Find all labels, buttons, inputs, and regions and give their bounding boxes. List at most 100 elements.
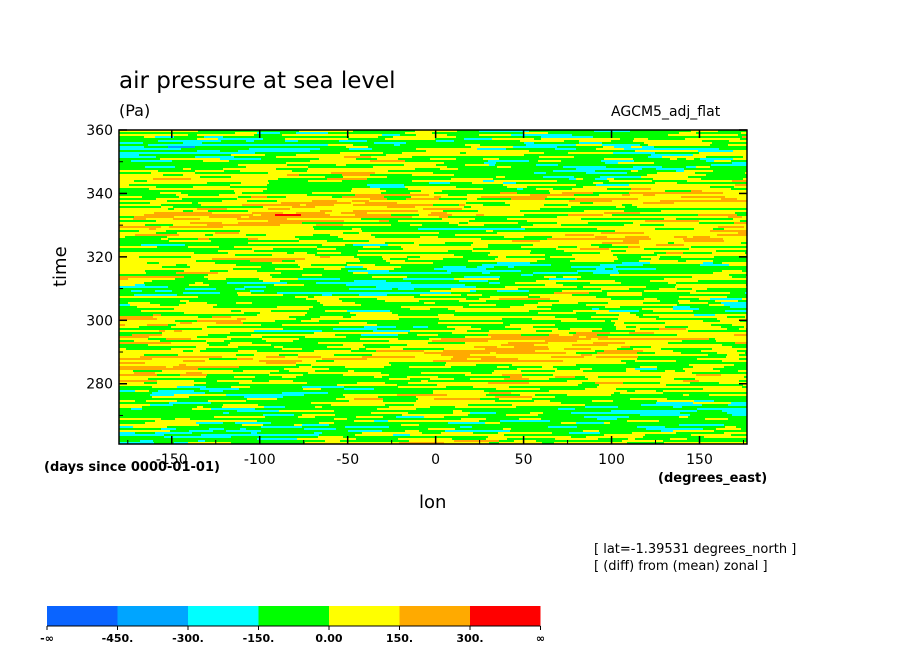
field-cell — [262, 352, 291, 354]
field-cell — [591, 316, 615, 318]
field-cell — [402, 308, 410, 310]
field-cell — [343, 344, 363, 346]
field-cell — [182, 330, 223, 332]
field-cell — [399, 366, 409, 368]
field-cell — [431, 160, 458, 162]
field-cell — [398, 338, 429, 340]
field-cell — [370, 174, 412, 176]
field-cell — [192, 202, 198, 204]
field-cell — [361, 378, 389, 380]
field-cell — [402, 320, 417, 322]
field-cell — [212, 426, 218, 428]
field-cell — [438, 178, 451, 180]
field-cell — [256, 388, 287, 390]
field-cell — [451, 288, 488, 290]
field-cell — [362, 230, 393, 232]
field-cell — [725, 426, 736, 428]
field-cell — [328, 340, 344, 342]
field-cell — [584, 332, 610, 334]
field-cell — [223, 330, 244, 332]
field-cell — [174, 208, 197, 210]
field-cell — [203, 166, 246, 168]
field-cell — [119, 404, 150, 406]
field-cell — [119, 402, 135, 404]
field-cell — [448, 196, 469, 198]
field-cell — [534, 400, 550, 402]
field-cell — [583, 314, 619, 316]
field-cell — [466, 152, 491, 154]
field-cell — [389, 374, 425, 376]
field-cell — [202, 142, 212, 144]
field-cell — [637, 206, 644, 208]
field-cell — [682, 406, 710, 408]
field-cell — [308, 146, 346, 148]
field-cell — [249, 306, 277, 308]
field-cell — [337, 396, 345, 398]
field-cell — [332, 294, 359, 296]
field-cell — [615, 316, 639, 318]
field-cell — [231, 434, 261, 436]
field-cell — [661, 210, 706, 212]
field-cell — [420, 256, 463, 258]
diff-note: [ (diff) from (mean) zonal ] — [594, 559, 768, 574]
field-cell — [270, 144, 279, 146]
field-cell — [482, 250, 510, 252]
field-cell — [610, 132, 641, 134]
field-cell — [617, 256, 641, 258]
field-cell — [725, 220, 740, 222]
field-cell — [356, 416, 383, 418]
field-cell — [720, 370, 738, 372]
field-cell — [189, 150, 197, 152]
field-cell — [418, 250, 448, 252]
field-cell — [604, 212, 640, 214]
field-cell — [226, 394, 265, 396]
field-cell — [201, 204, 242, 206]
field-cell — [538, 352, 566, 354]
field-cell — [615, 402, 656, 404]
field-cell — [744, 326, 747, 328]
field-cell — [396, 326, 413, 328]
field-cell — [723, 192, 747, 194]
field-cell — [119, 246, 157, 248]
field-cell — [703, 262, 713, 264]
field-cell — [266, 402, 287, 404]
field-cell — [399, 178, 438, 180]
field-cell — [283, 212, 296, 214]
field-cell — [684, 218, 718, 220]
field-cell — [370, 160, 405, 162]
field-cell — [427, 304, 436, 306]
field-cell — [571, 326, 616, 328]
field-cell — [499, 158, 528, 160]
field-cell — [179, 234, 190, 236]
field-cell — [279, 364, 296, 366]
field-cell — [215, 314, 257, 316]
field-cell — [399, 410, 409, 412]
field-cell — [163, 432, 192, 434]
field-cell — [532, 398, 569, 400]
field-cell — [153, 314, 161, 316]
field-cell — [407, 276, 415, 278]
field-cell — [529, 378, 549, 380]
field-cell — [309, 256, 320, 258]
field-cell — [633, 366, 640, 368]
field-cell — [421, 240, 452, 242]
field-cell — [635, 368, 657, 370]
field-cell — [568, 220, 601, 222]
field-cell — [601, 216, 607, 218]
field-cell — [595, 170, 610, 172]
field-cell — [630, 312, 663, 314]
field-cell — [223, 404, 248, 406]
field-cell — [356, 438, 398, 440]
field-cell — [119, 244, 125, 246]
field-cell — [208, 174, 252, 176]
field-cell — [468, 222, 512, 224]
field-cell — [464, 186, 507, 188]
field-cell — [719, 204, 747, 206]
field-cell — [382, 376, 407, 378]
field-cell — [522, 374, 553, 376]
field-cell — [119, 400, 135, 402]
field-cell — [723, 238, 747, 240]
field-cell — [561, 434, 604, 436]
field-cell — [443, 366, 451, 368]
field-cell — [682, 340, 716, 342]
